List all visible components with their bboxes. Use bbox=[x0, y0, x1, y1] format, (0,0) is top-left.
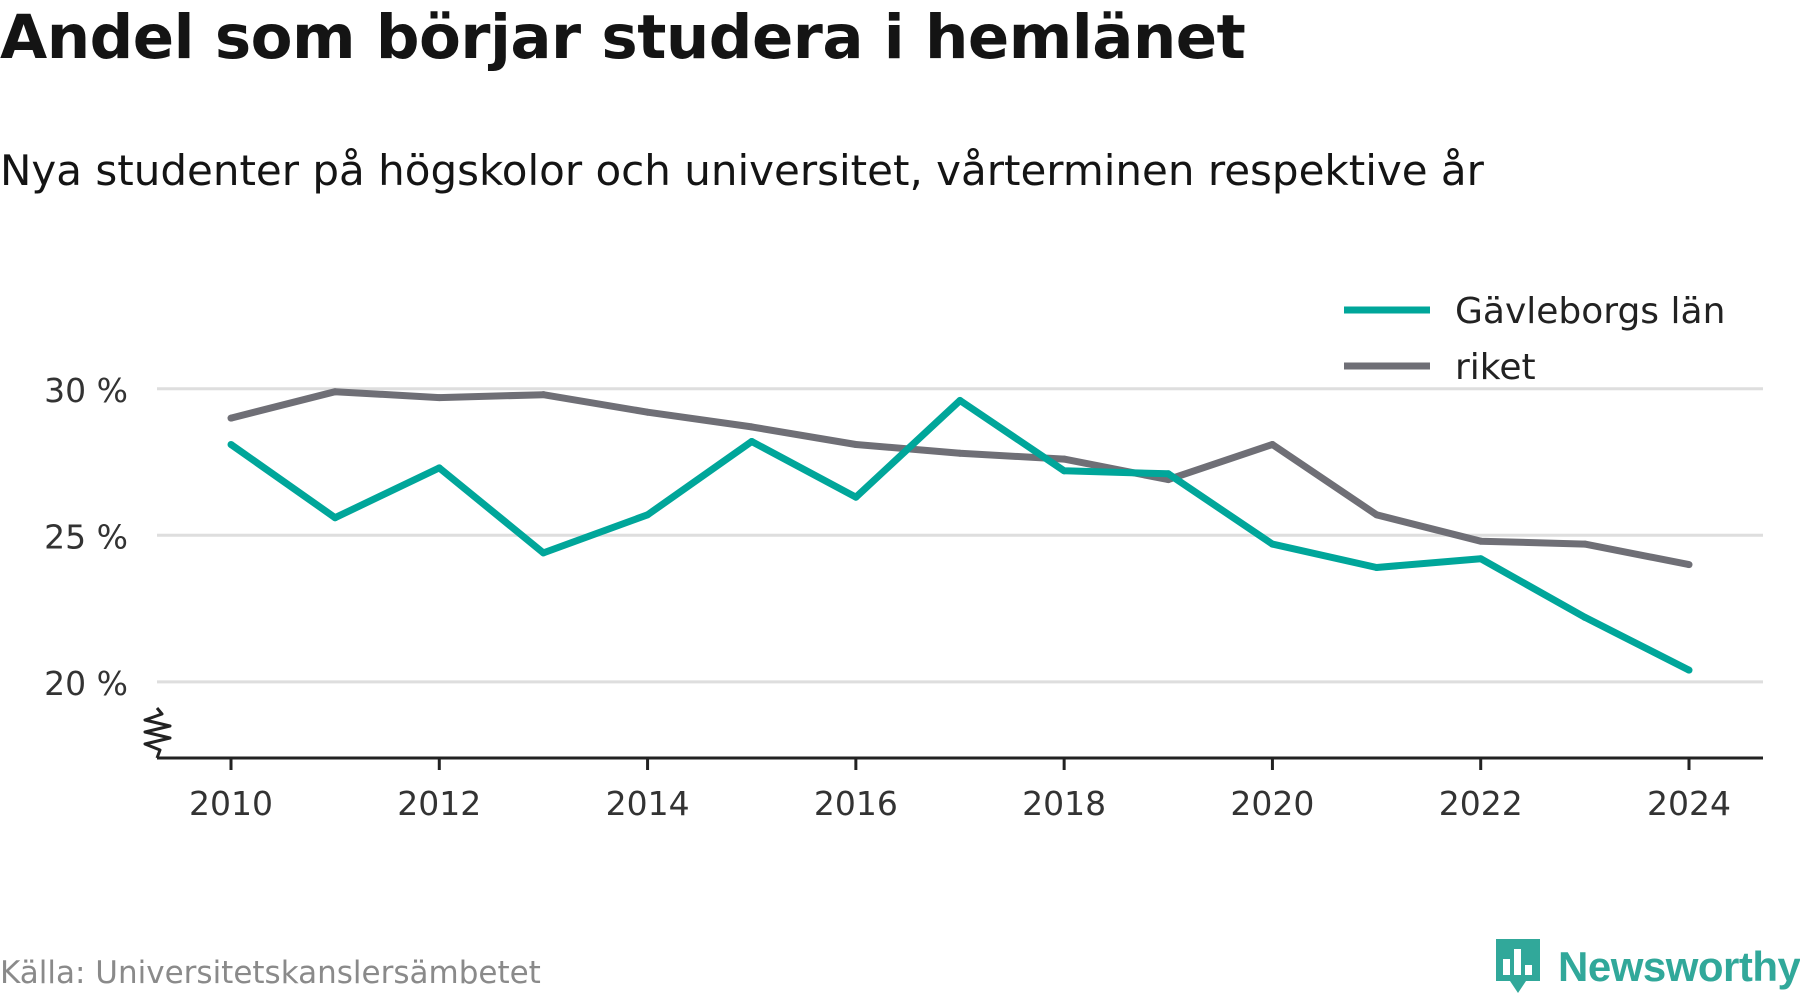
legend-label: Gävleborgs län bbox=[1455, 291, 1725, 332]
data-point bbox=[227, 414, 235, 422]
data-point bbox=[852, 493, 860, 501]
x-tick-label: 2020 bbox=[1230, 784, 1314, 823]
zigzag-axis-break-icon bbox=[143, 707, 172, 759]
data-point bbox=[1268, 540, 1276, 548]
data-point bbox=[644, 408, 652, 416]
data-point bbox=[1685, 666, 1693, 674]
data-point bbox=[748, 438, 756, 446]
data-point bbox=[227, 440, 235, 448]
data-point bbox=[1268, 440, 1276, 448]
data-point bbox=[539, 549, 547, 557]
data-point bbox=[331, 388, 339, 396]
data-point bbox=[1477, 555, 1485, 563]
newsworthy-bar-chart-icon bbox=[1496, 939, 1540, 993]
x-tick-label: 2014 bbox=[606, 784, 690, 823]
x-tick-label: 2018 bbox=[1022, 784, 1106, 823]
data-point bbox=[1581, 613, 1589, 621]
y-tick-label: 25 % bbox=[44, 517, 128, 556]
data-point bbox=[1060, 467, 1068, 475]
data-point bbox=[956, 449, 964, 457]
data-point bbox=[852, 440, 860, 448]
data-point bbox=[1164, 470, 1172, 478]
data-point bbox=[331, 514, 339, 522]
source-note: Källa: Universitetskanslersämbetet bbox=[0, 955, 541, 991]
x-tick-label: 2010 bbox=[189, 784, 273, 823]
newsworthy-logo: Newsworthy bbox=[1492, 932, 1800, 1002]
gridlines bbox=[157, 387, 1763, 684]
series-lines bbox=[227, 388, 1693, 674]
legend: Gävleborgs län riket bbox=[1334, 278, 1734, 388]
data-point bbox=[1373, 564, 1381, 572]
x-tick-label: 2022 bbox=[1439, 784, 1523, 823]
x-tick-label: 2012 bbox=[397, 784, 481, 823]
data-point bbox=[1581, 540, 1589, 548]
line-chart: 20 % 25 % 30 % 2010 2012 2014 2016 2018 2020 202… bbox=[44, 278, 1763, 823]
legend-label: riket bbox=[1455, 347, 1536, 388]
data-point bbox=[644, 511, 652, 519]
data-point bbox=[1477, 537, 1485, 545]
y-tick-label: 20 % bbox=[44, 664, 128, 703]
chart-subtitle: Nya studenter på högskolor och universit… bbox=[0, 146, 1484, 195]
chart-title: Andel som börjar studera i hemlänet bbox=[0, 2, 1246, 73]
data-point bbox=[435, 464, 443, 472]
x-tick-label: 2024 bbox=[1647, 784, 1731, 823]
data-point bbox=[1685, 561, 1693, 569]
data-point bbox=[435, 394, 443, 402]
y-tick-label: 30 % bbox=[44, 371, 128, 410]
brand-name: Newsworthy bbox=[1558, 943, 1800, 990]
x-axis: 2010 2012 2014 2016 2018 2020 2022 2024 bbox=[157, 756, 1763, 823]
y-axis-tick-labels: 20 % 25 % 30 % bbox=[44, 371, 128, 703]
data-point bbox=[1060, 455, 1068, 463]
x-tick-label: 2016 bbox=[814, 784, 898, 823]
data-point bbox=[539, 391, 547, 399]
axis-break-zigzag bbox=[143, 707, 172, 759]
data-point bbox=[748, 423, 756, 431]
data-point bbox=[1373, 511, 1381, 519]
data-point bbox=[956, 397, 964, 405]
